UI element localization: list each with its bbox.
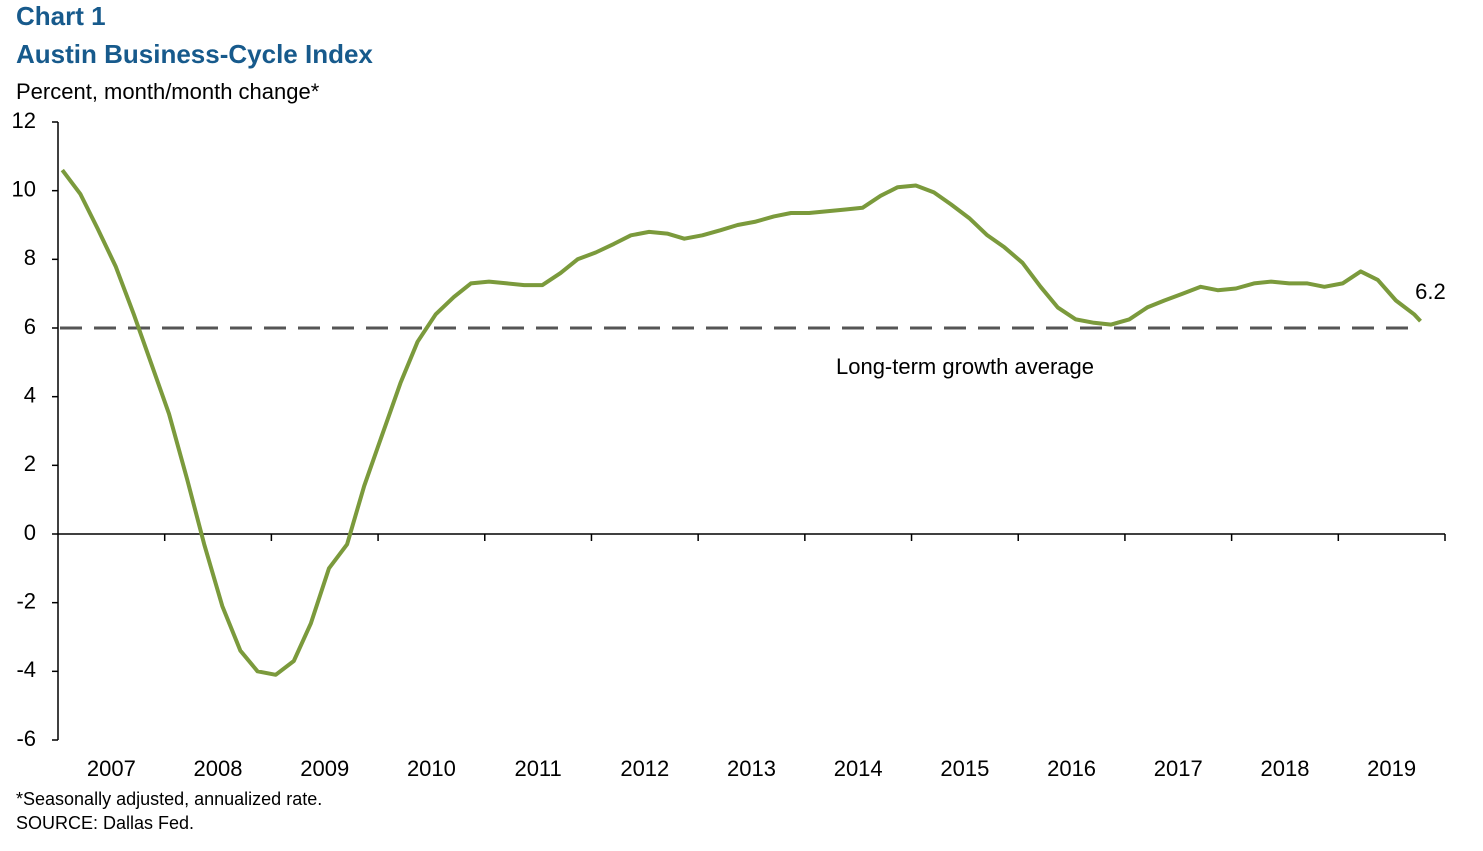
x-tick-label: 2010 bbox=[407, 756, 456, 781]
x-tick-label: 2009 bbox=[300, 756, 349, 781]
footnote: SOURCE: Dallas Fed. bbox=[16, 813, 194, 833]
y-tick-label: 6 bbox=[24, 314, 36, 339]
chart-title: Chart 1 bbox=[16, 1, 106, 31]
x-tick-label: 2014 bbox=[834, 756, 883, 781]
reference-label: Long-term growth average bbox=[836, 354, 1094, 379]
y-tick-label: -6 bbox=[16, 726, 36, 751]
x-tick-label: 2019 bbox=[1367, 756, 1416, 781]
x-tick-label: 2017 bbox=[1154, 756, 1203, 781]
x-tick-label: 2015 bbox=[940, 756, 989, 781]
y-tick-label: -2 bbox=[16, 588, 36, 613]
y-tick-label: 0 bbox=[24, 520, 36, 545]
chart-subtitle: Austin Business-Cycle Index bbox=[16, 39, 373, 69]
x-tick-label: 2018 bbox=[1260, 756, 1309, 781]
y-tick-label: 10 bbox=[12, 176, 36, 201]
y-tick-label: 4 bbox=[24, 382, 36, 407]
footnote: *Seasonally adjusted, annualized rate. bbox=[16, 789, 322, 809]
x-tick-label: 2013 bbox=[727, 756, 776, 781]
x-tick-label: 2016 bbox=[1047, 756, 1096, 781]
x-tick-label: 2008 bbox=[194, 756, 243, 781]
y-tick-label: -4 bbox=[16, 657, 36, 682]
y-tick-label: 8 bbox=[24, 245, 36, 270]
x-tick-label: 2007 bbox=[87, 756, 136, 781]
data-label: 6.2 bbox=[1415, 279, 1446, 304]
x-tick-label: 2011 bbox=[514, 756, 561, 781]
x-tick-label: 2012 bbox=[620, 756, 669, 781]
y-tick-label: 2 bbox=[24, 451, 36, 476]
y-axis-label: Percent, month/month change* bbox=[16, 79, 320, 104]
data-line bbox=[60, 168, 1422, 677]
y-tick-label: 12 bbox=[12, 108, 36, 133]
